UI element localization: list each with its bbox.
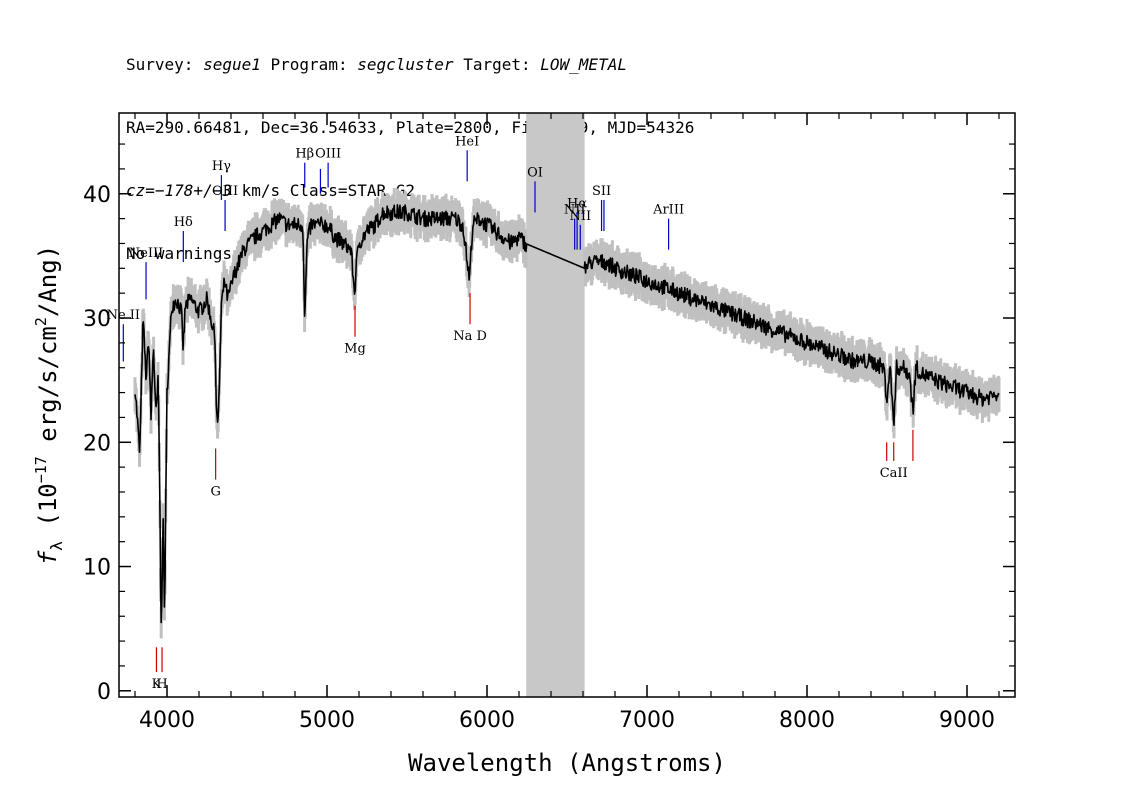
emission-line-label: HeI xyxy=(455,134,479,149)
y-tick-label: 40 xyxy=(83,183,111,208)
y-tick-label: 10 xyxy=(83,556,111,581)
emission-line-label: Ne II xyxy=(107,308,140,323)
program-label: Program: xyxy=(270,55,348,74)
x-tick-label: 5000 xyxy=(299,708,355,733)
emission-line-label: Hα xyxy=(567,196,587,211)
emission-line-label: OIII xyxy=(315,147,341,162)
spectrum-line xyxy=(134,204,1000,624)
target-label: Target: xyxy=(463,55,531,74)
y-axis-title-lambda: λ xyxy=(47,541,66,551)
emission-line-label: OIII xyxy=(212,184,238,199)
x-tick-label: 9000 xyxy=(939,708,995,733)
x-tick-label: 7000 xyxy=(619,708,675,733)
survey-value: segue1 xyxy=(203,55,261,74)
absorption-line-label: Mg xyxy=(344,342,366,357)
x-tick-label: 8000 xyxy=(779,708,835,733)
y-axis-title: fλ (10−17 erg/s/cm2/Ang) xyxy=(32,245,66,565)
y-axis-title-squared: 2 xyxy=(32,317,50,326)
emission-line-label: SII xyxy=(592,184,611,199)
plot-frame xyxy=(118,112,1016,698)
emission-line-label: Hβ xyxy=(295,147,314,162)
target-value: LOW_METAL xyxy=(540,55,627,74)
x-tick-label: 6000 xyxy=(459,708,515,733)
header-line-survey: Survey: segue1 Program: segcluster Targe… xyxy=(126,54,694,75)
survey-label: Survey: xyxy=(126,55,194,74)
cz-value: cz=−178+/−3 xyxy=(126,181,232,200)
x-tick-label: 4000 xyxy=(139,708,195,733)
y-tick-label: 30 xyxy=(83,307,111,332)
absorption-line-label: K xyxy=(152,677,162,692)
absorption-line-label: G xyxy=(210,485,220,500)
masked-region xyxy=(526,113,585,697)
emission-line-label: Hδ xyxy=(174,215,193,230)
emission-line-label: OI xyxy=(527,165,543,180)
y-axis-title-exponent: −17 xyxy=(32,456,50,483)
emission-line-label: NII xyxy=(564,203,586,218)
y-axis-title-units-c: /Ang) xyxy=(34,245,62,317)
program-value: segcluster xyxy=(357,55,454,74)
header-line-warnings: No warnings. xyxy=(126,244,242,263)
absorption-line-label: CaII xyxy=(880,466,908,481)
y-axis-title-units-a: (10 xyxy=(34,483,62,541)
y-tick-label: 20 xyxy=(83,431,111,456)
spectrum-header: Survey: segue1 Program: segcluster Targe… xyxy=(126,12,694,285)
emission-line-label: NII xyxy=(569,209,591,224)
absorption-line-label: H xyxy=(156,677,167,692)
absorption-line-label: Na D xyxy=(453,329,487,344)
y-tick-label: 0 xyxy=(97,680,111,705)
y-axis-title-units-b: erg/s/cm xyxy=(34,326,62,456)
y-axis-title-f: f xyxy=(34,550,62,565)
x-axis-title: Wavelength (Angstroms) xyxy=(408,749,726,777)
emission-line-label: Hγ xyxy=(212,159,231,174)
emission-line-label: ArIII xyxy=(652,203,684,218)
emission-line-label: NeIII xyxy=(129,246,163,261)
